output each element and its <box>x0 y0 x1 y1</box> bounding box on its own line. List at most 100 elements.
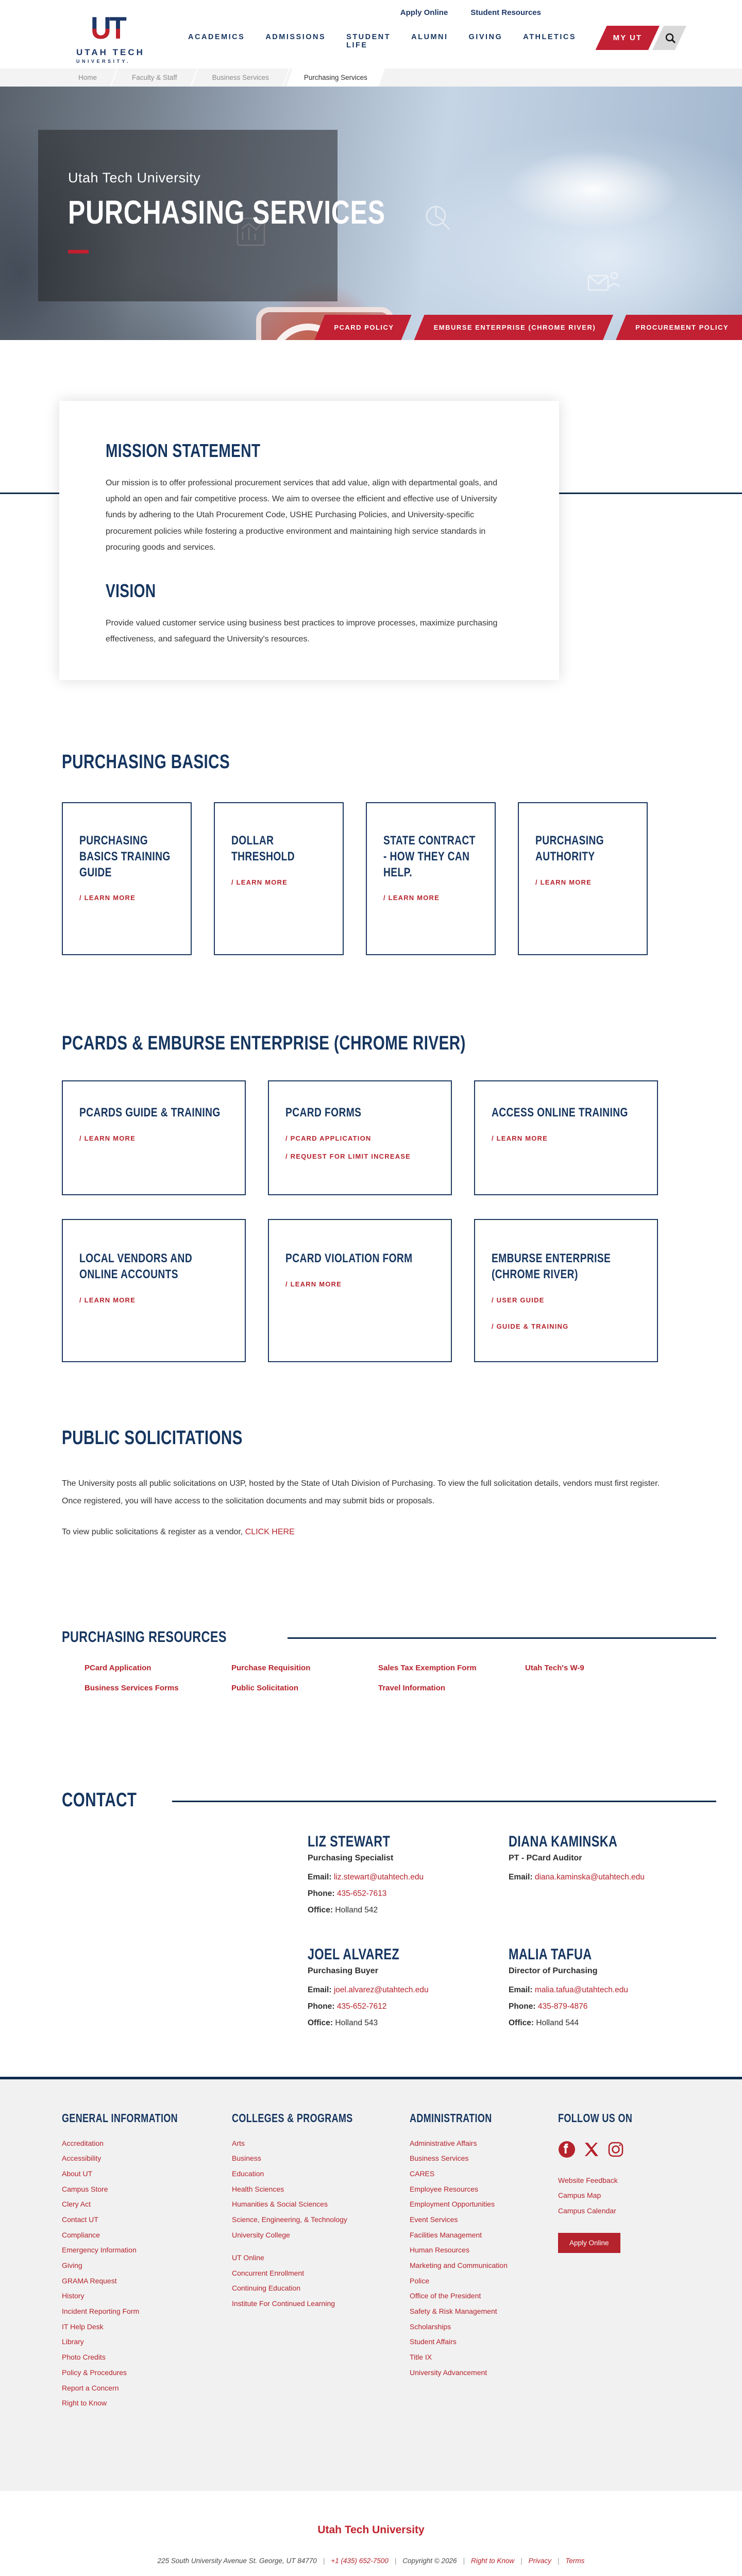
resource-link[interactable]: Public Solicitation <box>231 1684 378 1692</box>
resource-link[interactable]: Travel Information <box>378 1684 525 1692</box>
footer-link[interactable]: IT Help Desk <box>62 2322 232 2331</box>
footer-link[interactable]: Business <box>232 2154 410 2163</box>
instagram-icon[interactable] <box>608 2141 624 2158</box>
user-guide-link[interactable]: / USER GUIDE <box>492 1296 640 1304</box>
pcards-card[interactable]: PCARD FORMS / PCARD APPLICATION / REQUES… <box>268 1080 452 1195</box>
resource-link[interactable]: PCard Application <box>85 1664 231 1672</box>
footer-link[interactable]: Campus Calendar <box>558 2206 716 2215</box>
pcards-card[interactable]: EMBURSE ENTERPRISE (CHROME RIVER) / USER… <box>474 1219 658 1362</box>
privacy-link[interactable]: Privacy <box>529 2557 551 2565</box>
footer-brand[interactable]: Utah Tech University <box>0 2524 742 2536</box>
resource-link[interactable]: Business Services Forms <box>85 1684 231 1692</box>
footer-link[interactable]: Accessibility <box>62 2154 232 2163</box>
phone-link[interactable]: 435-879-4876 <box>538 2002 588 2011</box>
footer-link[interactable]: Employee Resources <box>410 2184 558 2194</box>
basics-card[interactable]: DOLLAR THRESHOLD / LEARN MORE <box>214 802 344 955</box>
footer-link[interactable]: Institute For Continued Learning <box>232 2299 410 2308</box>
footer-link[interactable]: Office of the President <box>410 2291 558 2300</box>
learn-more-link[interactable]: / LEARN MORE <box>285 1280 434 1288</box>
footer-link[interactable]: Emergency Information <box>62 2245 232 2255</box>
footer-link[interactable]: Library <box>62 2337 232 2346</box>
pcard-application-link[interactable]: / PCARD APPLICATION <box>285 1134 434 1142</box>
click-here-link[interactable]: CLICK HERE <box>245 1528 295 1536</box>
resource-link[interactable]: Sales Tax Exemption Form <box>378 1664 525 1672</box>
footer-link[interactable]: Report a Concern <box>62 2383 232 2393</box>
breadcrumb-item[interactable]: Business Services <box>195 69 286 87</box>
footer-link[interactable]: Concurrent Enrollment <box>232 2268 410 2278</box>
footer-link[interactable]: About UT <box>62 2169 232 2178</box>
footer-link[interactable]: Science, Engineering, & Technology <box>232 2215 410 2224</box>
footer-link[interactable]: University Advancement <box>410 2368 558 2377</box>
footer-link[interactable]: Website Feedback <box>558 2176 716 2185</box>
nav-item[interactable]: STUDENT LIFE <box>346 33 391 49</box>
basics-card[interactable]: PURCHASING AUTHORITY / LEARN MORE <box>518 802 648 955</box>
phone-link[interactable]: 435-652-7612 <box>337 2002 387 2011</box>
footer-link[interactable]: Compliance <box>62 2230 232 2240</box>
footer-link[interactable]: Facilities Management <box>410 2230 558 2240</box>
footer-link[interactable]: Business Services <box>410 2154 558 2163</box>
learn-more-link[interactable]: / LEARN MORE <box>79 1296 228 1304</box>
learn-more-link[interactable]: / LEARN MORE <box>492 1134 640 1142</box>
pcards-card[interactable]: PCARD VIOLATION FORM / LEARN MORE <box>268 1219 452 1362</box>
email-link[interactable]: joel.alvarez@utahtech.edu <box>334 1986 429 1994</box>
nav-item[interactable]: ADMISSIONS <box>265 33 326 49</box>
facebook-icon[interactable] <box>558 2141 576 2158</box>
basics-card[interactable]: PURCHASING BASICS TRAINING GUIDE / LEARN… <box>62 802 192 955</box>
breadcrumb-item[interactable]: Faculty & Staff <box>114 69 195 87</box>
student-resources-link[interactable]: Student Resources <box>470 8 541 17</box>
right-to-know-link[interactable]: Right to Know <box>471 2557 514 2565</box>
footer-link[interactable]: History <box>62 2291 232 2300</box>
footer-link[interactable]: University College <box>232 2230 410 2240</box>
learn-more-link[interactable]: / LEARN MORE <box>79 1134 228 1142</box>
resource-link[interactable]: Purchase Requisition <box>231 1664 378 1672</box>
footer-link[interactable]: Human Resources <box>410 2245 558 2255</box>
breadcrumb-item[interactable]: Home <box>61 69 114 87</box>
footer-phone-link[interactable]: +1 (435) 652-7500 <box>331 2557 388 2565</box>
basics-card[interactable]: STATE CONTRACT - HOW THEY CAN HELP. / LE… <box>366 802 496 955</box>
footer-link[interactable]: Giving <box>62 2261 232 2270</box>
footer-link[interactable]: Continuing Education <box>232 2283 410 2293</box>
footer-link[interactable]: CARES <box>410 2169 558 2178</box>
footer-link[interactable]: Clery Act <box>62 2199 232 2209</box>
footer-link[interactable]: Scholarships <box>410 2322 558 2331</box>
learn-more-link[interactable]: / LEARN MORE <box>535 878 630 886</box>
footer-link[interactable]: Incident Reporting Form <box>62 2307 232 2316</box>
footer-link[interactable]: Employment Opportunities <box>410 2199 558 2209</box>
footer-link[interactable]: Health Sciences <box>232 2184 410 2194</box>
nav-item[interactable]: ACADEMICS <box>188 33 245 49</box>
footer-link[interactable]: Police <box>410 2276 558 2285</box>
email-link[interactable]: liz.stewart@utahtech.edu <box>334 1873 424 1882</box>
resource-link[interactable]: Utah Tech's W-9 <box>525 1664 672 1672</box>
footer-link[interactable]: Campus Store <box>62 2184 232 2194</box>
nav-item[interactable]: ALUMNI <box>411 33 448 49</box>
footer-link[interactable]: GRAMA Request <box>62 2276 232 2285</box>
hero-policy-button[interactable]: EMBURSE ENTERPRISE (CHROME RIVER) <box>414 315 614 340</box>
footer-link[interactable]: Right to Know <box>62 2398 232 2408</box>
email-link[interactable]: diana.kaminska@utahtech.edu <box>535 1873 645 1882</box>
limit-increase-link[interactable]: / REQUEST FOR LIMIT INCREASE <box>285 1153 434 1160</box>
guide-training-link[interactable]: / GUIDE & TRAINING <box>492 1323 640 1330</box>
footer-link[interactable]: Safety & Risk Management <box>410 2307 558 2316</box>
phone-link[interactable]: 435-652-7613 <box>337 1889 387 1898</box>
pcards-card[interactable]: LOCAL VENDORS AND ONLINE ACCOUNTS / LEAR… <box>62 1219 246 1362</box>
footer-link[interactable]: Photo Credits <box>62 2352 232 2362</box>
footer-link[interactable]: Student Affairs <box>410 2337 558 2346</box>
pcards-card[interactable]: PCARDS GUIDE & TRAINING / LEARN MORE <box>62 1080 246 1195</box>
footer-link[interactable]: Humanities & Social Sciences <box>232 2199 410 2209</box>
footer-link[interactable]: Contact UT <box>62 2215 232 2224</box>
breadcrumb-item[interactable]: Purchasing Services <box>286 69 385 87</box>
learn-more-link[interactable]: / LEARN MORE <box>231 878 326 886</box>
my-ut-button[interactable]: MY UT <box>596 26 660 50</box>
utah-tech-logo[interactable]: UT UT UTAH TECH UNIVERSITY. <box>76 15 169 64</box>
nav-item[interactable]: ATHLETICS <box>523 33 576 49</box>
footer-link[interactable]: Event Services <box>410 2215 558 2224</box>
learn-more-link[interactable]: / LEARN MORE <box>79 894 174 902</box>
pcards-card[interactable]: ACCESS ONLINE TRAINING / LEARN MORE <box>474 1080 658 1195</box>
email-link[interactable]: malia.tafua@utahtech.edu <box>535 1986 628 1994</box>
footer-link[interactable]: UT Online <box>232 2253 410 2262</box>
hero-policy-button[interactable]: PCARD POLICY <box>314 315 411 340</box>
footer-link[interactable]: Administrative Affairs <box>410 2139 558 2148</box>
nav-item[interactable]: GIVING <box>469 33 503 49</box>
apply-online-button[interactable]: Apply Online <box>558 2233 620 2253</box>
footer-link[interactable]: Education <box>232 2169 410 2178</box>
